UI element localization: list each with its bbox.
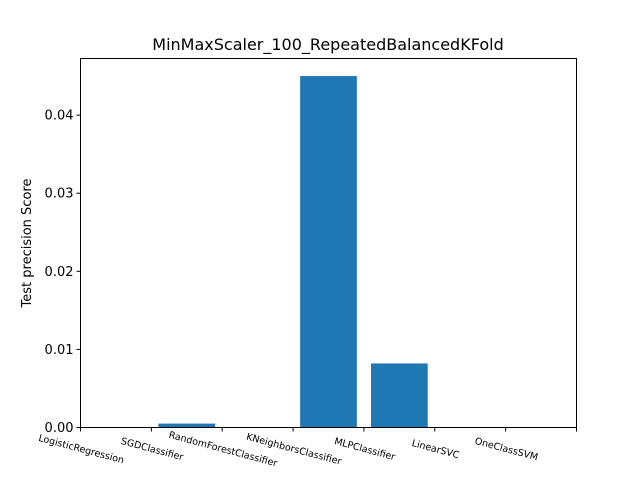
bar-KNeighborsClassifier [300, 76, 357, 428]
y-tick-label: 0.02 [45, 265, 74, 280]
bars-group [158, 76, 428, 428]
x-tick-label: LogisticRegression [37, 433, 125, 466]
x-axis-ticks: LogisticRegressionSGDClassifierRandomFor… [37, 427, 577, 469]
y-tick-label: 0.03 [45, 187, 74, 202]
bar-SGDClassifier [158, 423, 216, 428]
y-tick-label: 0.00 [45, 421, 74, 436]
x-tick-label: MLPClassifier [333, 436, 396, 463]
y-axis-ticks: 0.00 0.01 0.02 0.03 0.04 [45, 109, 81, 436]
y-tick-label: 0.04 [45, 109, 74, 124]
chart-title: MinMaxScaler_100_RepeatedBalancedKFold [152, 35, 503, 55]
y-tick-label: 0.01 [45, 343, 74, 358]
x-tick-label: LinearSVC [410, 438, 460, 461]
plot-frame [80, 58, 577, 428]
y-axis-label: Test precision Score [20, 179, 35, 309]
x-tick-label: OneClassSVM [473, 436, 539, 463]
bar-MLPClassifier [371, 363, 428, 428]
